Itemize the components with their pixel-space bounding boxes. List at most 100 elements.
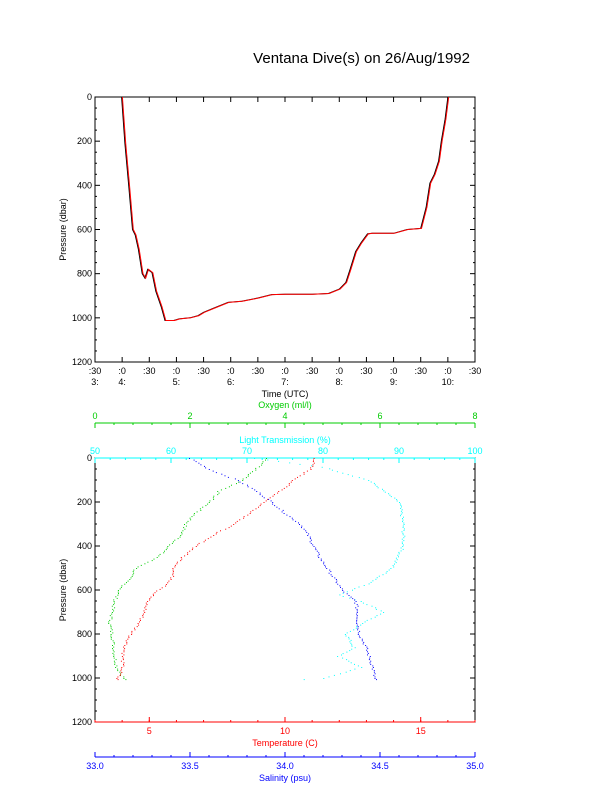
x-tick-label: :0 [173,366,181,376]
profile-point [375,608,377,610]
profile-point [110,626,112,628]
profile-point [172,571,174,573]
profile-point [310,542,312,544]
profile-point [372,665,374,667]
profile-point [401,512,403,514]
profile-point [247,486,249,488]
profile-point [267,498,269,500]
profile-point [187,520,189,522]
profile-point [236,520,238,522]
profile-point [395,557,397,559]
profile-point [363,478,365,480]
profile-point [161,587,163,589]
profile-point [143,610,145,612]
profile-point [286,486,288,488]
profile-point [111,605,113,607]
profile-point [218,492,220,494]
y-tick-label: 1000 [72,313,92,323]
profile-point [401,541,403,543]
profile-point [267,459,269,461]
profile-point [308,533,310,535]
axis-tick-label: 34.5 [371,761,389,771]
profile-point [354,668,356,670]
profile-point [289,462,291,464]
profile-point [242,478,244,480]
profile-point [180,535,182,536]
profile-point [234,478,236,480]
profile-point [342,590,344,591]
profile-point [315,549,317,551]
x-tick-label: :0 [281,366,289,376]
x-tick-label: :30 [197,366,210,376]
profile-point [356,615,358,617]
profile-point [340,586,341,588]
x-tick-label: :0 [444,366,452,376]
profile-point [401,509,403,511]
x-tick-label: :30 [143,366,156,376]
profile-point [336,471,338,473]
profile-point [357,605,359,607]
profile-point [303,472,305,474]
profile-point [144,607,146,609]
profile-point [113,651,115,653]
profile-point [190,519,192,521]
profile-point [400,513,402,515]
profile-point [395,562,397,564]
profile-point [172,568,174,569]
profile-point [149,599,151,601]
axis-tick-label: 50 [90,446,100,456]
profile-point [259,505,261,507]
profile-point [115,667,117,668]
profile-point [242,483,244,485]
profile-point [187,552,189,554]
profile-point [259,494,261,496]
profile-point [117,590,119,591]
profile-point [123,649,125,651]
profile-point [357,634,359,635]
y-tick-label: 400 [77,180,92,190]
profile-point [274,505,276,507]
profile-point [360,601,362,602]
profile-point [403,522,405,524]
profile-point [116,665,118,667]
profile-point [370,660,372,662]
profile-point [354,599,355,601]
profile-point [328,676,330,678]
profile-point [374,673,376,675]
profile-point [349,630,351,632]
axis-tick-label: 4 [282,411,287,421]
profile-point [207,503,209,505]
profile-point [125,640,127,642]
profile-point [346,651,348,653]
profile-point [112,649,114,651]
profile-point [356,616,358,618]
axis-tick-label: 80 [318,446,328,456]
profile-point [171,542,173,544]
profile-point [288,484,290,486]
profile-point [356,612,358,613]
profile-point [181,531,183,533]
profile-point [189,458,190,459]
profile-point [389,494,391,496]
profile-point [110,635,112,637]
profile-point [316,550,318,552]
profile-point [398,551,400,553]
profile-point [126,582,127,584]
profile-point [356,626,358,628]
profile-point [122,659,124,661]
profile-point [303,679,305,681]
axis-tick-label: 5 [147,726,152,736]
profile-point [402,532,404,534]
profile-point [123,651,125,653]
profile-point [228,527,230,529]
profile-point [330,574,332,576]
profile-point [145,605,147,607]
y-tick-label: 600 [77,225,92,235]
profile-point [149,598,151,600]
profile-point [350,662,352,664]
profile-point [331,575,333,577]
profile-point [357,632,359,634]
x-tick-label: 9: [390,377,398,387]
profile-point [199,508,201,510]
profile-point [113,660,115,662]
